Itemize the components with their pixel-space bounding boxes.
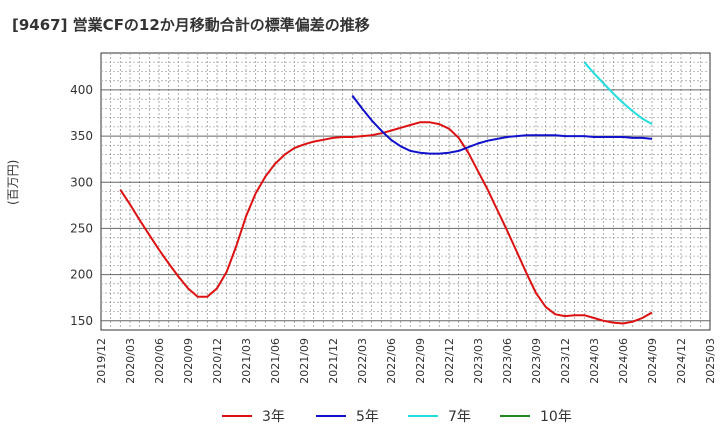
legend-swatch: [316, 415, 346, 417]
y-tick-label: 300: [70, 175, 93, 189]
y-tick-label: 150: [70, 314, 93, 328]
x-tick-label: 2021/09: [298, 338, 311, 384]
x-tick-label: 2023/09: [530, 338, 543, 384]
x-tick-label: 2025/03: [704, 338, 717, 384]
legend-swatch: [500, 415, 530, 417]
legend: 3年 5年 7年 10年: [0, 404, 720, 428]
x-tick-label: 2022/12: [443, 338, 456, 384]
legend-label: 7年: [448, 409, 471, 425]
legend-label: 5年: [356, 409, 379, 425]
series-line-2: [351, 94, 653, 155]
x-tick-label: 2021/12: [327, 338, 340, 384]
x-tick-label: 2022/03: [356, 338, 369, 384]
legend-swatch: [408, 415, 438, 417]
x-tick-label: 2022/06: [385, 338, 398, 384]
y-tick-label: 400: [70, 83, 93, 97]
y-tick-label: 250: [70, 221, 93, 235]
y-tick-label: 350: [70, 129, 93, 143]
x-tick-label: 2020/06: [153, 338, 166, 384]
x-tick-label: 2022/09: [414, 338, 427, 384]
legend-label: 3年: [262, 409, 285, 425]
y-tick-label: 200: [70, 268, 93, 282]
x-tick-label: 2021/06: [269, 338, 282, 384]
x-tick-label: 2021/03: [240, 338, 253, 384]
x-tick-label: 2019/12: [95, 338, 108, 384]
x-tick-label: 2023/12: [559, 338, 572, 384]
x-tick-label: 2024/12: [675, 338, 688, 384]
legend-label: 10年: [540, 409, 572, 425]
legend-item: 7年: [408, 404, 471, 428]
x-tick-label: 2024/09: [646, 338, 659, 384]
x-tick-label: 2023/06: [501, 338, 514, 384]
legend-item: 10年: [500, 404, 572, 428]
legend-swatch: [222, 415, 252, 417]
x-tick-label: 2024/03: [588, 338, 601, 384]
x-tick-label: 2023/03: [472, 338, 485, 384]
legend-item: 3年: [222, 404, 285, 428]
series-line-1: [119, 121, 653, 325]
x-tick-label: 2020/03: [124, 338, 137, 384]
chart-title: [9467] 営業CFの12か月移動合計の標準偏差の推移: [12, 16, 370, 34]
x-tick-label: 2020/09: [182, 338, 195, 384]
x-tick-label: 2020/12: [211, 338, 224, 384]
x-tick-label: 2024/06: [617, 338, 630, 384]
legend-item: 5年: [316, 404, 379, 428]
series-line-3: [583, 61, 653, 125]
